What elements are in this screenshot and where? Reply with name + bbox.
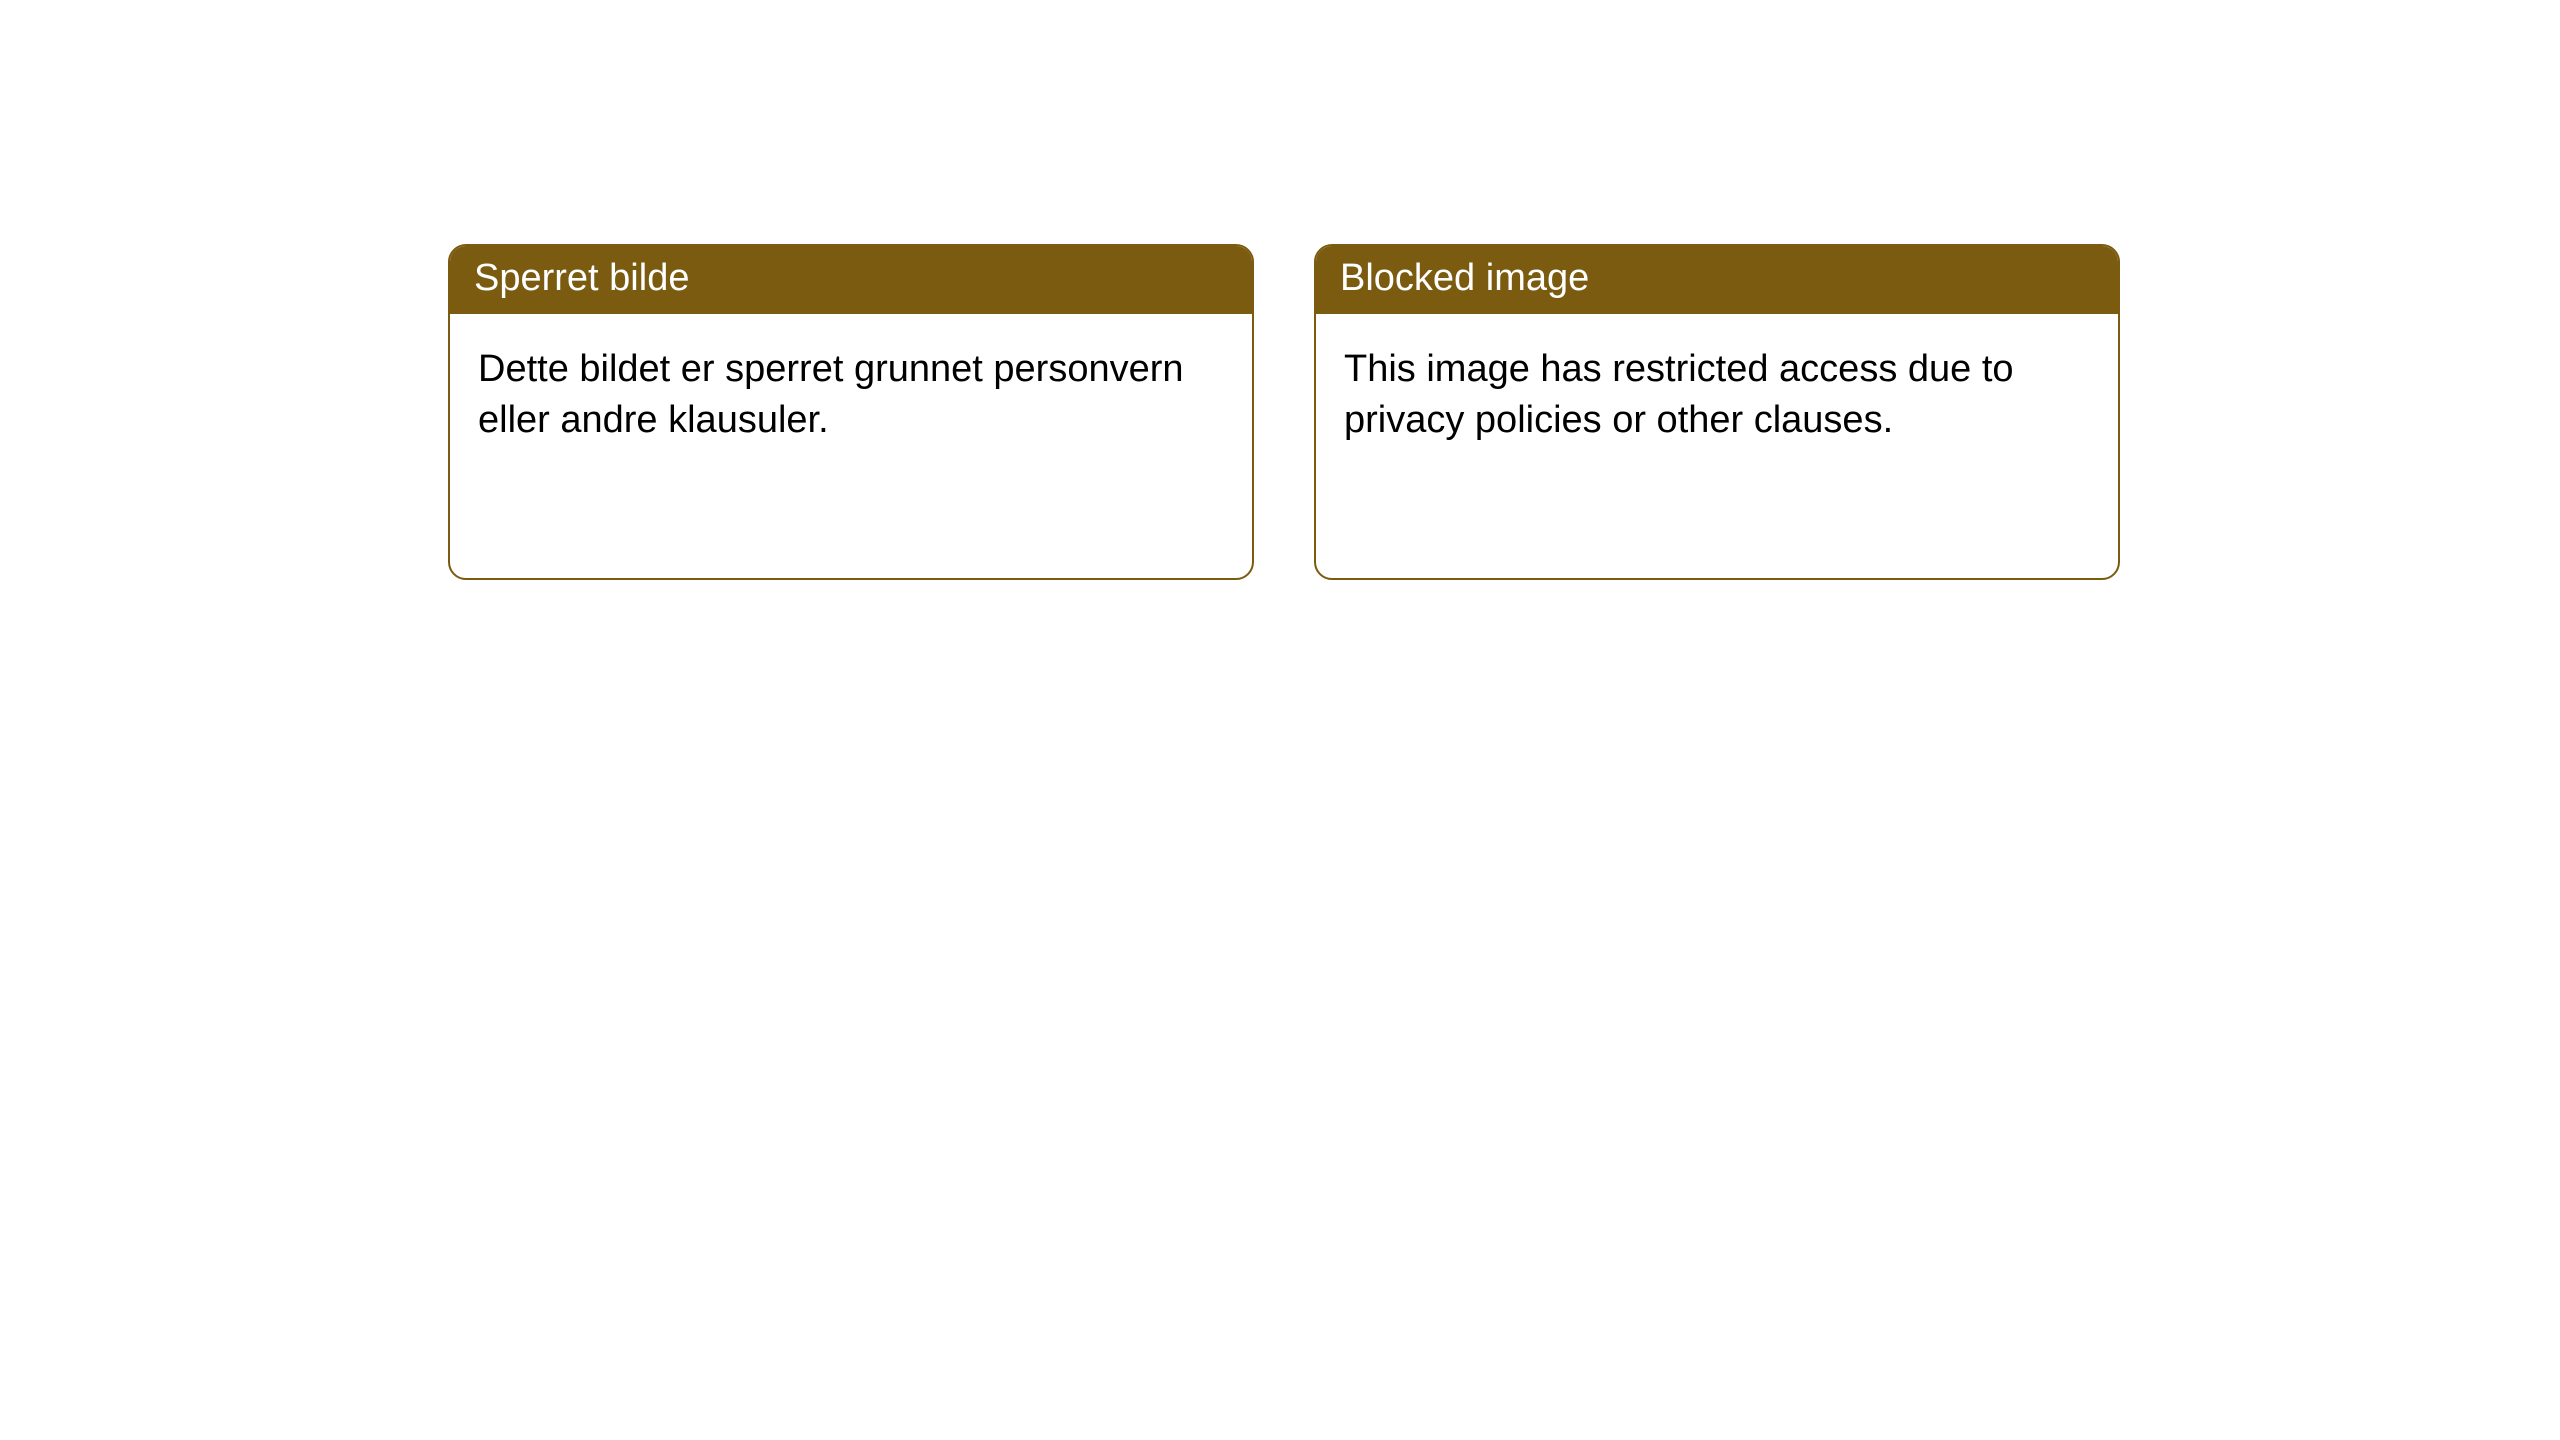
card-header: Blocked image (1316, 246, 2118, 314)
card-title: Sperret bilde (474, 257, 689, 299)
blocked-image-card-no: Sperret bilde Dette bildet er sperret gr… (448, 244, 1254, 580)
cards-container: Sperret bilde Dette bildet er sperret gr… (0, 0, 2560, 580)
card-header: Sperret bilde (450, 246, 1252, 314)
card-body-text: Dette bildet er sperret grunnet personve… (478, 348, 1184, 441)
card-body: This image has restricted access due to … (1316, 314, 2118, 477)
card-body: Dette bildet er sperret grunnet personve… (450, 314, 1252, 477)
card-body-text: This image has restricted access due to … (1344, 348, 2014, 441)
card-title: Blocked image (1340, 257, 1589, 299)
blocked-image-card-en: Blocked image This image has restricted … (1314, 244, 2120, 580)
